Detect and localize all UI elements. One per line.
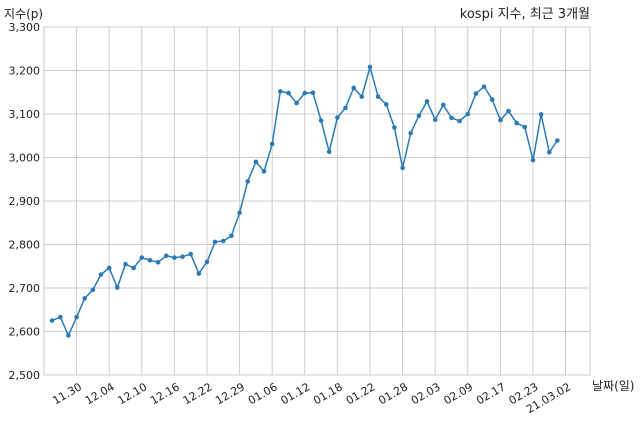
data-point: [343, 105, 348, 111]
data-point: [245, 179, 250, 184]
x-tick-label: 01.06: [246, 380, 280, 407]
data-point: [204, 259, 210, 265]
y-tick-label: 2,900: [9, 195, 41, 208]
data-point: [90, 287, 96, 293]
data-point: [74, 314, 79, 320]
data-point: [359, 94, 365, 99]
data-point: [229, 233, 234, 239]
data-point: [547, 150, 552, 155]
data-point: [498, 117, 503, 123]
y-tick-label: 3,200: [9, 65, 41, 78]
x-tick-label: 01.28: [376, 380, 410, 407]
data-point: [66, 333, 71, 338]
data-point: [432, 117, 438, 122]
x-tick-label: 12.29: [213, 380, 247, 407]
data-point: [473, 91, 479, 96]
data-point: [98, 272, 104, 277]
data-point: [58, 314, 63, 320]
data-point: [326, 149, 332, 155]
data-point: [441, 102, 446, 108]
data-point: [294, 100, 299, 106]
y-tick-label: 2,600: [9, 326, 41, 339]
grid-lines: [43, 26, 591, 376]
data-point: [384, 102, 389, 107]
x-axis-label: 날짜(일): [592, 379, 634, 393]
data-point: [131, 265, 136, 271]
data-point: [261, 169, 267, 174]
data-point: [269, 141, 275, 147]
data-point: [351, 85, 357, 91]
chart-title: kospi 지수, 최근 3개월: [460, 7, 590, 22]
data-point: [302, 90, 308, 96]
data-point: [481, 84, 487, 89]
data-point: [392, 125, 397, 130]
data-point: [221, 238, 226, 244]
y-tick-label: 2,800: [9, 239, 41, 252]
data-point: [400, 165, 405, 171]
x-tick-label: 12.16: [148, 380, 182, 407]
series-group: [49, 64, 560, 338]
data-point: [555, 138, 560, 143]
data-point: [115, 285, 120, 290]
data-point: [180, 254, 185, 259]
data-point: [335, 115, 340, 120]
data-point: [506, 108, 511, 114]
x-tick-label: 02.17: [474, 380, 508, 407]
data-point: [237, 210, 242, 215]
x-tick-label: 12.10: [116, 380, 150, 407]
data-point: [188, 251, 193, 257]
data-point: [522, 124, 528, 130]
data-point: [82, 296, 87, 301]
y-tick-label: 3,300: [9, 21, 41, 34]
data-point: [278, 89, 283, 94]
data-point: [212, 239, 218, 245]
data-point: [530, 157, 536, 163]
x-tick-label: 12.22: [181, 380, 215, 407]
data-point: [318, 118, 324, 123]
data-point: [163, 253, 169, 259]
data-point: [514, 120, 519, 126]
data-point: [172, 255, 177, 260]
y-tick-label: 2,500: [9, 369, 41, 382]
y-tick-label: 2,700: [9, 282, 41, 295]
data-point: [147, 257, 153, 263]
y-axis-ticks: 2,500 2,600 2,700 2,800 2,900 3,000 3,100 3,200…: [9, 21, 41, 382]
data-point: [408, 130, 414, 136]
x-tick-label: 01.22: [344, 380, 378, 407]
data-point: [489, 97, 495, 102]
data-point: [286, 90, 291, 96]
data-point: [155, 260, 161, 265]
data-point: [416, 113, 422, 118]
data-point: [424, 99, 430, 104]
x-tick-label: 02.09: [441, 380, 475, 407]
x-axis-ticks: 11.3012.0412.1012.1612.2212.2901.0601.12…: [50, 380, 573, 416]
data-point: [449, 115, 454, 121]
y-tick-label: 3,100: [9, 108, 41, 121]
data-point: [375, 94, 381, 99]
data-point: [49, 318, 55, 323]
x-tick-label: 01.12: [278, 380, 312, 407]
data-point: [139, 255, 145, 260]
y-axis-label: 지수(p): [4, 7, 43, 21]
data-point: [538, 112, 544, 117]
y-tick-label: 3,000: [9, 152, 41, 165]
data-point: [196, 271, 202, 276]
data-point: [457, 118, 462, 124]
x-tick-label: 01.18: [311, 380, 345, 407]
data-point: [465, 111, 471, 117]
data-point: [367, 64, 373, 70]
x-tick-label: 02.03: [409, 380, 443, 407]
data-point: [310, 90, 316, 95]
x-tick-label: 11.30: [50, 380, 84, 407]
data-point: [123, 261, 128, 267]
data-point: [106, 265, 112, 271]
x-tick-label: 12.04: [83, 380, 117, 407]
data-point: [253, 159, 259, 165]
